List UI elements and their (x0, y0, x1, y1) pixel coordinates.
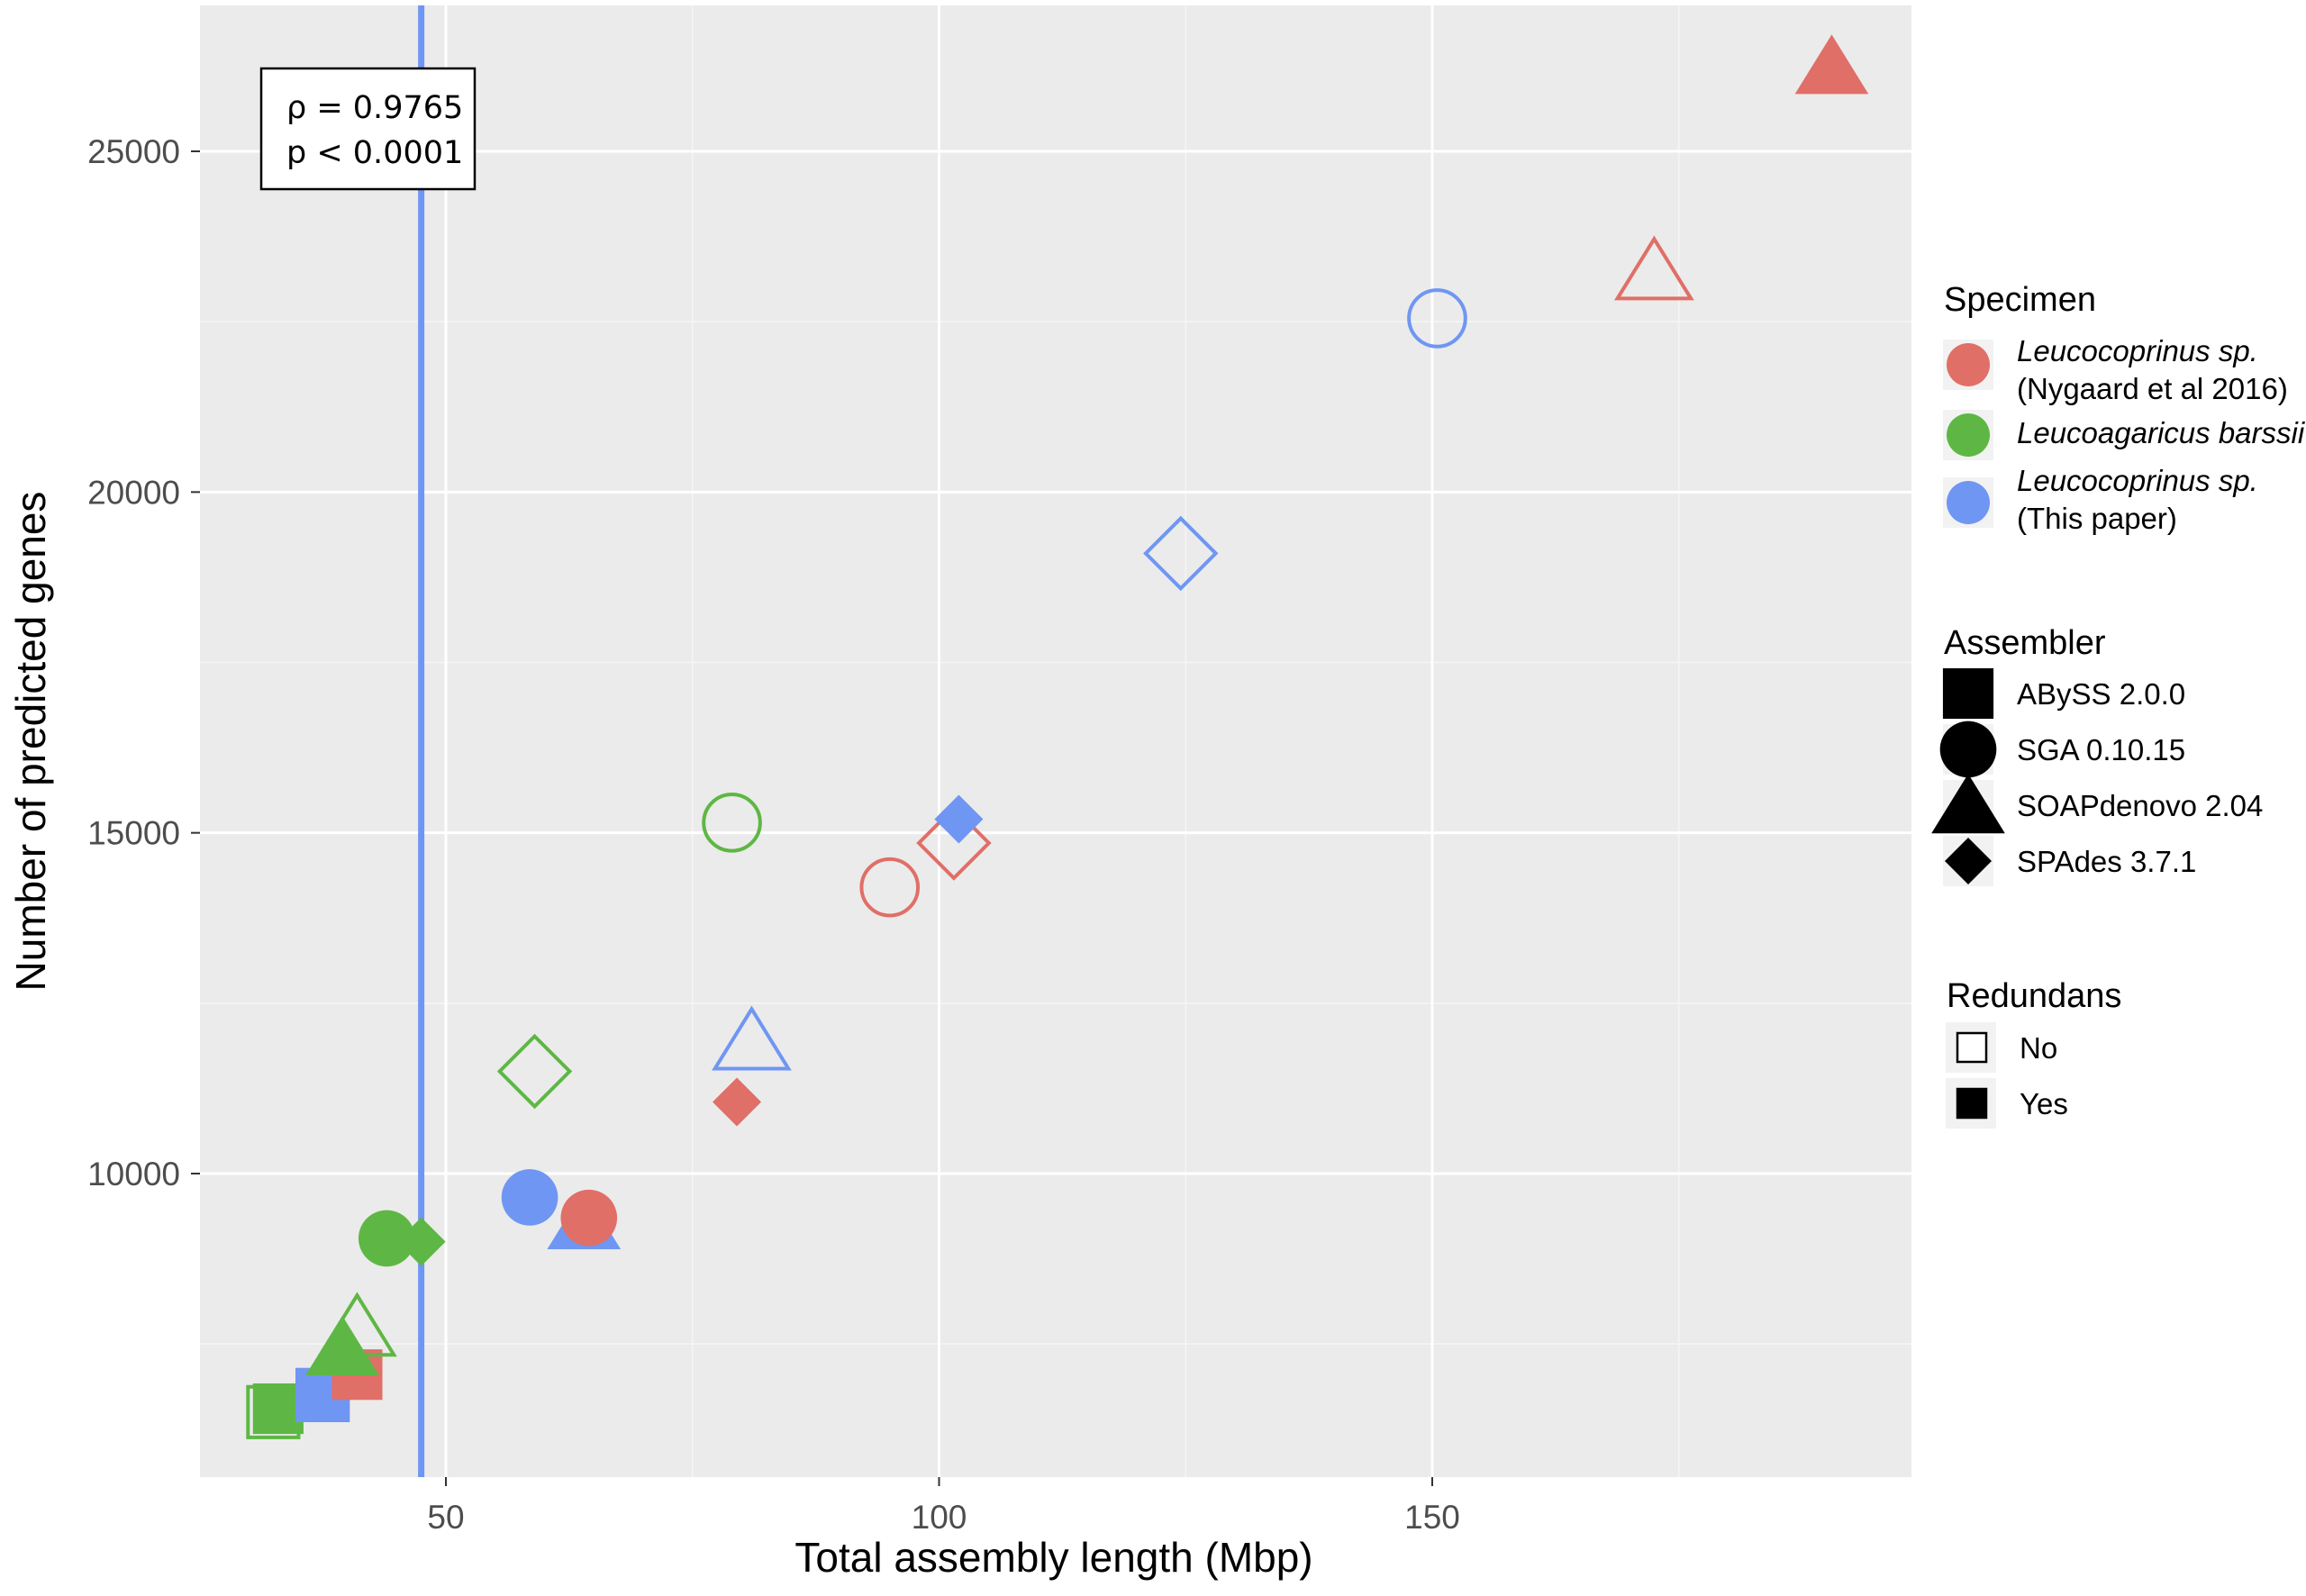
legend-label-nygaard-2: (Nygaard et al 2016) (2017, 372, 2288, 405)
data-point-thispaper-sga (1407, 288, 1467, 349)
legend-label-soap: SOAPdenovo 2.04 (2017, 789, 2263, 822)
legend-label-spades: SPAdes 3.7.1 (2017, 845, 2196, 878)
major-gridlines (200, 5, 1911, 1477)
x-tick-label: 50 (427, 1499, 464, 1536)
data-point-nygaard-sga (560, 1189, 618, 1247)
data-point-thispaper-soap (712, 1005, 792, 1071)
data-point-nygaard-soap (1613, 235, 1694, 301)
legend-title-assembler: Assembler (1944, 624, 2106, 662)
legend-label-thispaper-1: Leucocoprinus sp. (2017, 464, 2258, 497)
points-layer (246, 34, 1869, 1439)
x-axis-label: Total assembly length (Mbp) (794, 1534, 1312, 1581)
legend-label-barssii: Leucoagaricus barssii (2017, 416, 2306, 449)
data-point-barssii-sga (358, 1210, 415, 1267)
data-point-barssii-sga (702, 792, 762, 853)
legend-key-barssii (1947, 413, 1990, 457)
legend-redundans-keys (1946, 1022, 1996, 1129)
legend-key-thispaper (1947, 481, 1990, 524)
data-point-barssii-abyss (252, 1383, 304, 1435)
axis-ticks: 50 100 150 10000 15000 20000 25000 (87, 133, 1460, 1536)
legend-assembler-keys (1931, 667, 2005, 886)
legend-specimen-keys (1943, 340, 1993, 528)
annotation-box: ρ = 0.9765 p < 0.0001 (259, 67, 477, 191)
y-axis-label: Number of predicted genes (7, 492, 54, 992)
legend-label-no: No (2020, 1031, 2057, 1065)
data-point-nygaard-spades (916, 805, 992, 881)
legend-key-yes (1956, 1087, 1988, 1120)
x-tick-label: 100 (912, 1499, 967, 1536)
legend-title-redundans: Redundans (1947, 977, 2121, 1015)
annotation-frame (259, 67, 477, 191)
data-point-barssii-spades (396, 1217, 446, 1266)
data-point-thispaper-spades (1143, 515, 1219, 592)
data-point-barssii-soap (305, 1315, 379, 1375)
x-tick-label: 150 (1404, 1499, 1460, 1536)
legend-label-sga: SGA 0.10.15 (2017, 733, 2185, 766)
legend-key-nygaard (1947, 343, 1990, 386)
legend-label-yes: Yes (2020, 1087, 2068, 1120)
data-point-thispaper-spades (934, 794, 984, 844)
annotation-line-p: p < 0.0001 (286, 135, 463, 171)
data-point-thispaper-sga (501, 1169, 558, 1226)
data-point-nygaard-sga (859, 857, 921, 918)
legend-key-abyss (1942, 667, 1994, 720)
legend: Specimen Leucocoprinus sp. (Nygaard et a… (1931, 281, 2306, 1129)
data-point-nygaard-soap (1794, 34, 1869, 95)
legend-key-sga (1939, 721, 1997, 778)
y-tick-label: 15000 (87, 815, 180, 852)
y-tick-label: 10000 (87, 1156, 180, 1192)
data-point-barssii-soap (317, 1292, 397, 1357)
annotation-line-rho: ρ = 0.9765 (286, 90, 463, 126)
y-tick-label: 25000 (87, 133, 180, 170)
legend-key-no (1956, 1031, 1988, 1064)
data-point-barssii-spades (496, 1033, 573, 1110)
data-point-nygaard-spades (713, 1077, 762, 1127)
legend-label-nygaard-1: Leucocoprinus sp. (2017, 334, 2258, 367)
plot-panel (200, 5, 1911, 1477)
legend-key-spades (1945, 838, 1992, 884)
legend-label-abyss: ABySS 2.0.0 (2017, 677, 2185, 711)
legend-title-specimen: Specimen (1944, 281, 2096, 319)
legend-key-soap (1931, 774, 2005, 834)
y-tick-label: 20000 (87, 474, 180, 511)
legend-label-thispaper-2: (This paper) (2017, 502, 2177, 535)
minor-gridlines (200, 5, 1911, 1477)
